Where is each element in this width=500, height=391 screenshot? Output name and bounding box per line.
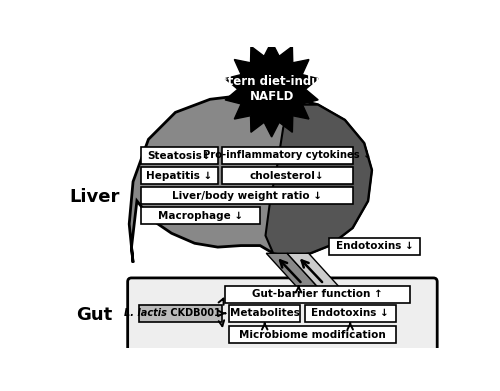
Text: Pro-inflammatory cytokines ↓: Pro-inflammatory cytokines ↓ bbox=[203, 151, 372, 160]
FancyBboxPatch shape bbox=[222, 167, 352, 184]
Text: Macrophage ↓: Macrophage ↓ bbox=[158, 210, 243, 221]
FancyBboxPatch shape bbox=[141, 207, 260, 224]
Text: Metabolites: Metabolites bbox=[230, 308, 300, 318]
FancyBboxPatch shape bbox=[230, 305, 300, 322]
FancyBboxPatch shape bbox=[139, 305, 222, 322]
Text: Microbiome modification: Microbiome modification bbox=[239, 330, 386, 340]
Polygon shape bbox=[129, 95, 372, 262]
FancyBboxPatch shape bbox=[305, 305, 396, 322]
Text: Hepatitis ↓: Hepatitis ↓ bbox=[146, 170, 212, 181]
FancyBboxPatch shape bbox=[222, 147, 352, 164]
FancyBboxPatch shape bbox=[226, 285, 410, 303]
FancyBboxPatch shape bbox=[230, 326, 396, 343]
FancyBboxPatch shape bbox=[141, 167, 218, 184]
Text: cholesterol↓: cholesterol↓ bbox=[250, 170, 324, 181]
Polygon shape bbox=[266, 253, 318, 287]
FancyBboxPatch shape bbox=[330, 238, 420, 255]
Text: Endotoxins ↓: Endotoxins ↓ bbox=[336, 241, 413, 251]
FancyBboxPatch shape bbox=[141, 187, 352, 204]
Text: CKDB001: CKDB001 bbox=[167, 308, 220, 318]
Text: Gut-barrier function ↑: Gut-barrier function ↑ bbox=[252, 289, 383, 299]
Text: Gut: Gut bbox=[76, 306, 112, 324]
Text: Liver: Liver bbox=[70, 188, 119, 206]
FancyBboxPatch shape bbox=[141, 147, 218, 164]
FancyBboxPatch shape bbox=[128, 278, 437, 352]
Polygon shape bbox=[266, 105, 372, 256]
Polygon shape bbox=[287, 253, 340, 287]
Text: Steatosis↓: Steatosis↓ bbox=[148, 151, 211, 160]
Text: Western diet-induced
NAFLD: Western diet-induced NAFLD bbox=[200, 75, 343, 103]
Text: L. lactis: L. lactis bbox=[124, 308, 167, 318]
Polygon shape bbox=[225, 41, 318, 137]
Text: Endotoxins ↓: Endotoxins ↓ bbox=[312, 308, 389, 318]
Text: Liver/body weight ratio ↓: Liver/body weight ratio ↓ bbox=[172, 190, 322, 201]
